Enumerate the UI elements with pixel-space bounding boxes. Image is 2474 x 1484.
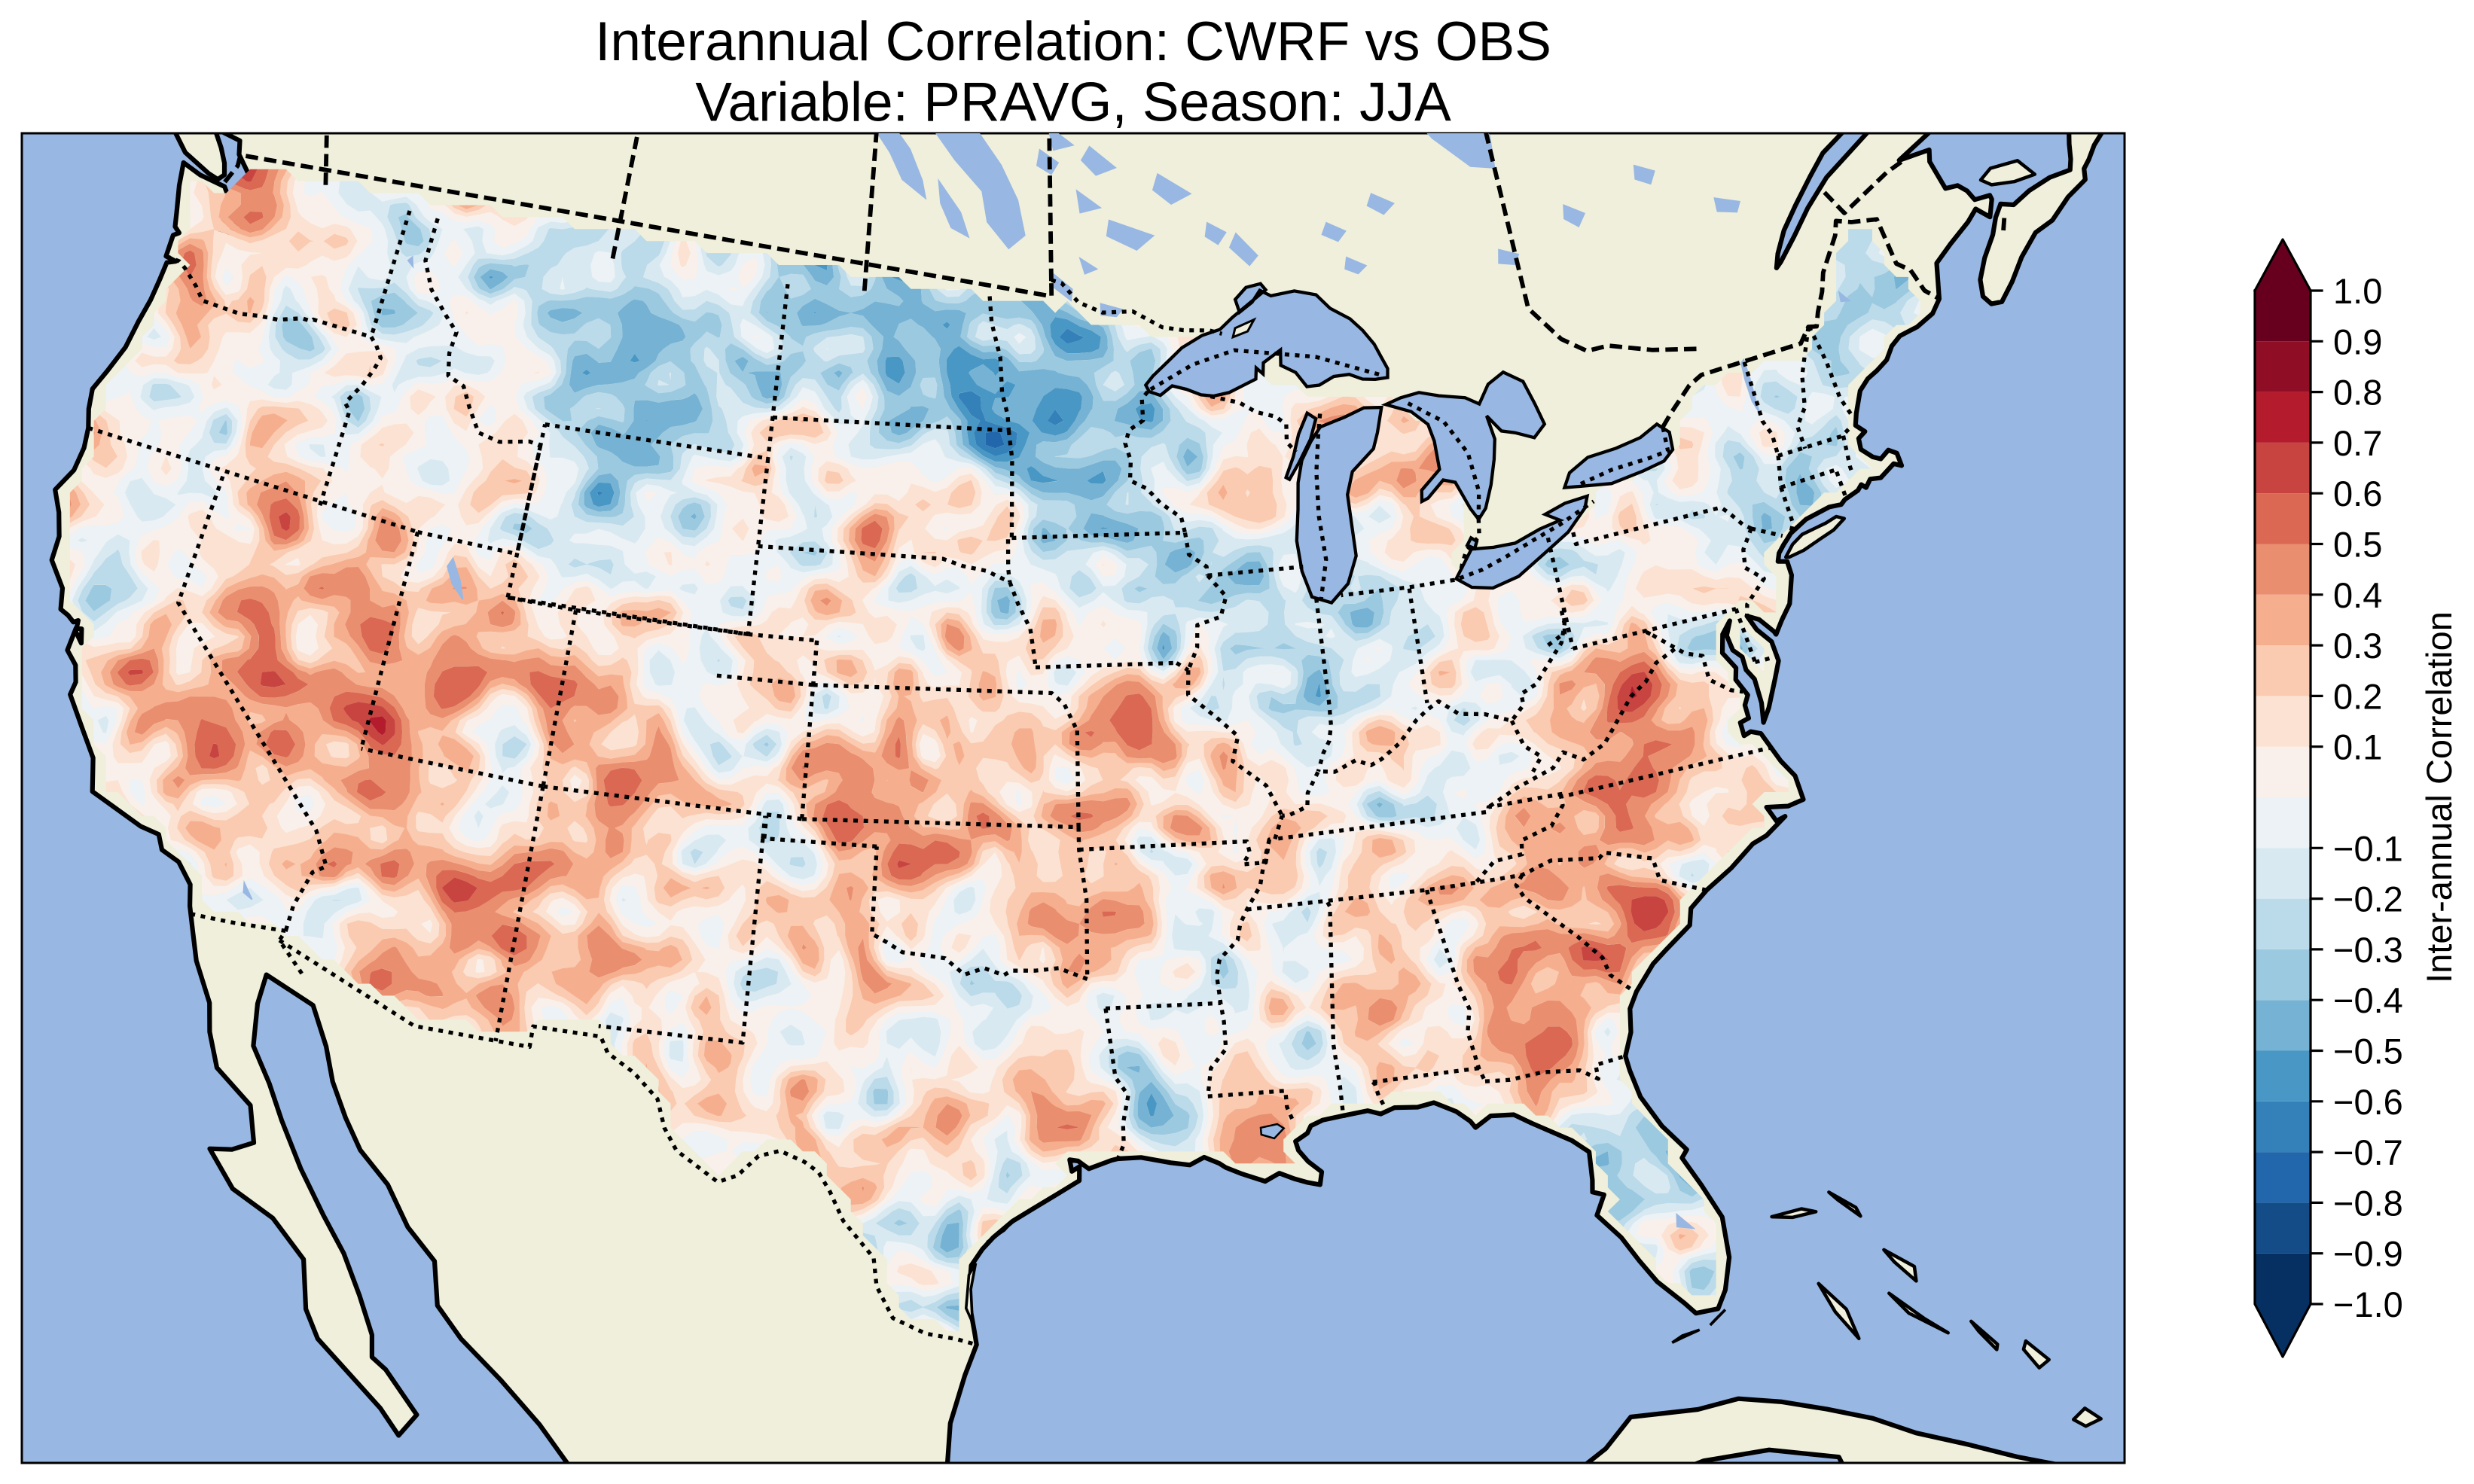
svg-text:0.2: 0.2	[2333, 676, 2382, 716]
svg-text:Variable: PRAVG, Season: JJA: Variable: PRAVG, Season: JJA	[695, 72, 1451, 133]
svg-text:0.8: 0.8	[2333, 373, 2382, 413]
svg-text:−0.5: −0.5	[2333, 1031, 2403, 1071]
svg-text:0.1: 0.1	[2333, 727, 2382, 767]
svg-text:−0.9: −0.9	[2333, 1234, 2403, 1274]
svg-text:Inter-annual Correlation: Inter-annual Correlation	[2419, 611, 2459, 983]
svg-text:0.3: 0.3	[2333, 626, 2382, 666]
svg-text:−0.8: −0.8	[2333, 1183, 2403, 1223]
svg-text:0.6: 0.6	[2333, 474, 2382, 513]
svg-text:−0.1: −0.1	[2333, 828, 2403, 868]
svg-text:0.7: 0.7	[2333, 423, 2382, 463]
svg-text:−0.4: −0.4	[2333, 980, 2403, 1020]
svg-text:−1.0: −1.0	[2333, 1284, 2403, 1324]
svg-text:1.0: 1.0	[2333, 271, 2382, 311]
svg-text:0.4: 0.4	[2333, 575, 2382, 615]
svg-text:−0.2: −0.2	[2333, 879, 2403, 919]
svg-text:−0.7: −0.7	[2333, 1132, 2403, 1172]
svg-text:−0.6: −0.6	[2333, 1082, 2403, 1122]
svg-text:Interannual Correlation: CWRF: Interannual Correlation: CWRF vs OBS	[595, 11, 1551, 72]
svg-text:0.9: 0.9	[2333, 321, 2382, 361]
svg-text:−0.3: −0.3	[2333, 930, 2403, 970]
svg-text:0.5: 0.5	[2333, 525, 2382, 565]
